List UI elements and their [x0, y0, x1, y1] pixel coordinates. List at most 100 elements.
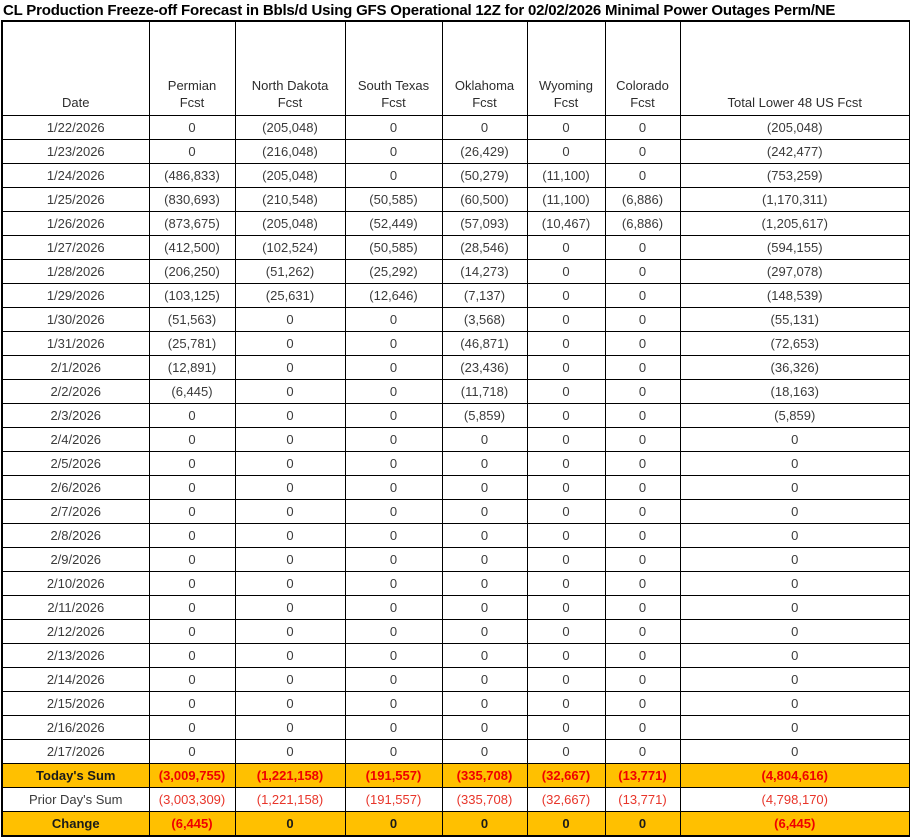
value-cell: 0: [148, 691, 236, 716]
value-cell: (205,048): [234, 163, 346, 188]
value-cell: 0: [604, 331, 681, 356]
value-cell: (3,568): [441, 307, 528, 332]
value-cell: 0: [604, 547, 681, 572]
summary-value-cell: (4,804,616): [679, 763, 910, 788]
value-cell: (103,125): [148, 283, 236, 308]
value-cell: 0: [344, 331, 443, 356]
value-cell: 0: [604, 355, 681, 380]
value-cell: 0: [234, 499, 346, 524]
value-cell: 0: [344, 115, 443, 140]
table-row: 2/12/2026 0 0 0 0 0 0 0: [1, 619, 910, 644]
value-cell: 0: [526, 523, 606, 548]
value-cell: 0: [234, 715, 346, 740]
date-cell: 1/31/2026: [1, 331, 150, 356]
value-cell: 0: [441, 475, 528, 500]
column-header-north-dakota: North Dakota Fcst: [234, 20, 346, 116]
table-row: 2/6/2026 0 0 0 0 0 0 0: [1, 475, 910, 500]
value-cell: 0: [526, 691, 606, 716]
table-row: 2/9/2026 0 0 0 0 0 0 0: [1, 547, 910, 572]
value-cell: 0: [148, 403, 236, 428]
value-cell: 0: [679, 739, 910, 764]
value-cell: (102,524): [234, 235, 346, 260]
value-cell: 0: [344, 667, 443, 692]
value-cell: 0: [344, 619, 443, 644]
value-cell: 0: [148, 427, 236, 452]
date-cell: 1/26/2026: [1, 211, 150, 236]
value-cell: 0: [441, 643, 528, 668]
value-cell: 0: [344, 691, 443, 716]
value-cell: 0: [148, 451, 236, 476]
date-cell: 2/4/2026: [1, 427, 150, 452]
value-cell: (206,250): [148, 259, 236, 284]
header-line-region: North Dakota: [251, 77, 329, 93]
value-cell: 0: [604, 115, 681, 140]
value-cell: 0: [526, 715, 606, 740]
value-cell: 0: [526, 643, 606, 668]
value-cell: (50,279): [441, 163, 528, 188]
table-row: 2/4/2026 0 0 0 0 0 0 0: [1, 427, 910, 452]
value-cell: 0: [679, 547, 910, 572]
column-header-south-texas: South Texas Fcst: [344, 20, 443, 116]
date-cell: 2/12/2026: [1, 619, 150, 644]
value-cell: (873,675): [148, 211, 236, 236]
value-cell: (50,585): [344, 187, 443, 212]
header-line-fcst: Fcst: [472, 95, 497, 111]
value-cell: 0: [604, 571, 681, 596]
value-cell: 0: [679, 571, 910, 596]
date-cell: 2/2/2026: [1, 379, 150, 404]
value-cell: (51,563): [148, 307, 236, 332]
value-cell: 0: [344, 571, 443, 596]
date-cell: 2/3/2026: [1, 403, 150, 428]
value-cell: (205,048): [679, 115, 910, 140]
value-cell: 0: [604, 427, 681, 452]
table-row: 2/1/2026 (12,891) 0 0 (23,436) 0 0 (36,326): [1, 355, 910, 380]
value-cell: 0: [441, 619, 528, 644]
date-cell: 2/11/2026: [1, 595, 150, 620]
value-cell: (1,205,617): [679, 211, 910, 236]
value-cell: 0: [441, 523, 528, 548]
value-cell: 0: [679, 595, 910, 620]
value-cell: 0: [148, 595, 236, 620]
value-cell: 0: [344, 715, 443, 740]
value-cell: 0: [526, 283, 606, 308]
table-row: 1/30/2026 (51,563) 0 0 (3,568) 0 0 (55,131): [1, 307, 910, 332]
value-cell: (216,048): [234, 139, 346, 164]
summary-value-cell: (1,221,158): [234, 787, 346, 812]
value-cell: 0: [526, 331, 606, 356]
table-row: 1/22/2026 0 (205,048) 0 0 0 0 (205,048): [1, 115, 910, 140]
header-line-region: South Texas: [357, 77, 430, 93]
value-cell: 0: [526, 307, 606, 332]
summary-value-cell: (4,798,170): [679, 787, 910, 812]
value-cell: (10,467): [526, 211, 606, 236]
value-cell: 0: [234, 619, 346, 644]
value-cell: 0: [234, 475, 346, 500]
value-cell: 0: [604, 595, 681, 620]
value-cell: 0: [344, 739, 443, 764]
value-cell: 0: [604, 403, 681, 428]
summary-value-cell: (335,708): [441, 763, 528, 788]
summary-value-cell: (13,771): [604, 787, 681, 812]
date-cell: 1/27/2026: [1, 235, 150, 260]
summary-value-cell: 0: [344, 811, 443, 837]
value-cell: (26,429): [441, 139, 528, 164]
value-cell: 0: [234, 451, 346, 476]
summary-value-cell: 0: [441, 811, 528, 837]
summary-value-cell: 0: [526, 811, 606, 837]
value-cell: 0: [604, 475, 681, 500]
summary-row-prior-day-s-sum: Prior Day's Sum (3,003,309) (1,221,158) (19…: [1, 787, 910, 812]
column-header-wyoming: Wyoming Fcst: [526, 20, 606, 116]
value-cell: 0: [344, 643, 443, 668]
value-cell: (14,273): [441, 259, 528, 284]
value-cell: 0: [234, 307, 346, 332]
value-cell: 0: [234, 571, 346, 596]
value-cell: 0: [234, 331, 346, 356]
date-cell: 1/25/2026: [1, 187, 150, 212]
value-cell: 0: [679, 691, 910, 716]
forecast-table: Date Permian Fcst North Dakota Fcst South Tex…: [1, 20, 910, 837]
table-row: 1/31/2026 (25,781) 0 0 (46,871) 0 0 (72,653): [1, 331, 910, 356]
date-cell: 1/28/2026: [1, 259, 150, 284]
value-cell: 0: [344, 379, 443, 404]
summary-value-cell: (1,221,158): [234, 763, 346, 788]
value-cell: 0: [441, 499, 528, 524]
value-cell: (297,078): [679, 259, 910, 284]
